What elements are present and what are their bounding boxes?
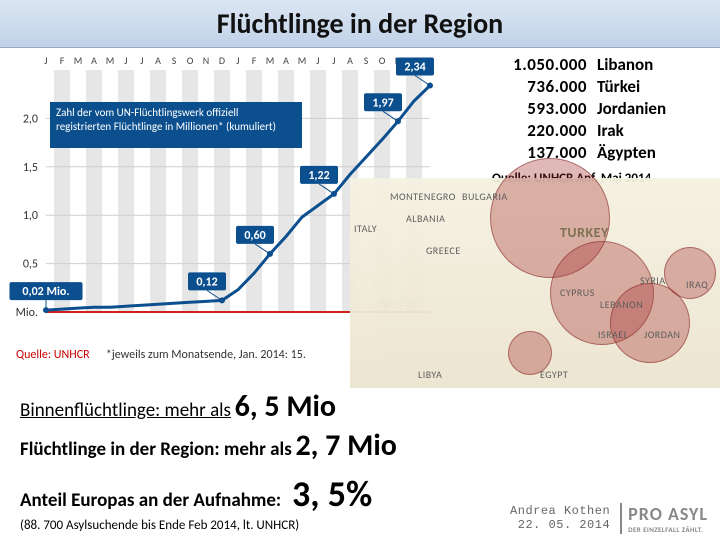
svg-text:M: M <box>298 54 307 67</box>
svg-text:J: J <box>332 54 335 67</box>
map-label: EGYPT <box>540 368 568 381</box>
svg-text:S: S <box>172 54 177 67</box>
svg-text:M: M <box>74 54 83 67</box>
svg-text:A: A <box>283 54 289 67</box>
map-label: MONTENEGRO <box>390 190 456 203</box>
country-label: Ägypten <box>597 142 656 163</box>
svg-text:M: M <box>266 54 275 67</box>
svg-text:0,5: 0,5 <box>23 258 38 272</box>
svg-text:N: N <box>203 54 209 67</box>
svg-text:A: A <box>155 54 161 67</box>
svg-text:Mio.: Mio. <box>16 306 38 320</box>
fact-idp: Binnenflüchtlinge: mehr als 6, 5 Mio <box>20 388 700 425</box>
svg-text:2,0: 2,0 <box>23 112 38 126</box>
country-number: 220.000 <box>492 120 587 141</box>
map-label: IRAQ <box>686 278 708 291</box>
map-label: CYPRUS <box>560 286 595 299</box>
svg-text:A: A <box>347 54 353 67</box>
chart-source-line: Quelle: UNHCR *jeweils zum Monatsende, J… <box>16 348 306 362</box>
country-label: Libanon <box>597 54 653 75</box>
author-block: Andrea Kothen 22. 05. 2014 <box>510 505 610 531</box>
country-number: 1.050.000 <box>492 54 587 75</box>
fact-region-label: Flüchtlinge in der Region: mehr als <box>20 438 292 461</box>
map-label: JORDAN <box>644 328 681 341</box>
presentation-date: 22. 05. 2014 <box>510 519 610 532</box>
country-label: Türkei <box>597 76 640 97</box>
fact-region-value: 2, 7 Mio <box>295 427 396 464</box>
country-row: 137.000Ägypten <box>492 142 712 163</box>
content-area: 0,51,01,52,0Mio.JFMAMJJASONDJFMAMJJASOND… <box>0 48 720 388</box>
svg-text:F: F <box>252 54 257 67</box>
svg-text:2,34: 2,34 <box>404 60 425 74</box>
svg-text:J: J <box>316 54 319 67</box>
map-bubble <box>664 247 716 299</box>
map-label: ISRAEL <box>598 328 628 341</box>
country-label: Irak <box>597 120 624 141</box>
svg-text:1,0: 1,0 <box>23 209 38 223</box>
logo-subtitle: DER EINZELFALL ZÄHLT. <box>628 525 708 534</box>
chart-source-label: Quelle: <box>16 348 51 362</box>
map-label: GREECE <box>426 244 461 257</box>
svg-text:0,60: 0,60 <box>244 229 265 243</box>
svg-text:D: D <box>219 54 225 67</box>
svg-text:M: M <box>106 54 115 67</box>
country-row: 593.000 Jordanien <box>492 98 712 119</box>
region-map: ITALY MONTENEGRO BULGARIA ALBANIA GREECE TURK… <box>350 178 720 388</box>
svg-text:0,12: 0,12 <box>196 275 217 289</box>
country-row: 220.000 Irak <box>492 120 712 141</box>
country-label: Jordanien <box>597 98 666 119</box>
fact-europe-label: Anteil Europas an der Aufnahme: <box>20 489 281 512</box>
map-label: LIBYA <box>418 368 442 381</box>
fact-region: Flüchtlinge in der Region: mehr als 2, 7… <box>20 427 700 464</box>
svg-text:1,5: 1,5 <box>23 161 38 175</box>
svg-text:F: F <box>60 54 65 67</box>
svg-text:1,97: 1,97 <box>372 96 393 110</box>
slide-title: Flüchtlinge in der Region <box>217 6 503 41</box>
svg-text:registrierten Flüchtlinge in M: registrierten Flüchtlinge in Millionen* … <box>56 120 276 133</box>
country-number: 736.000 <box>492 76 587 97</box>
country-row: 736.000 Türkei <box>492 76 712 97</box>
svg-text:J: J <box>140 54 143 67</box>
title-bar: Flüchtlinge in der Region <box>0 0 720 48</box>
svg-text:O: O <box>379 54 386 67</box>
author-name: Andrea Kothen <box>510 505 610 518</box>
pro-asyl-logo: PRO ASYL DER EINZELFALL ZÄHLT. <box>620 503 708 534</box>
chart-source-link: UNHCR <box>54 348 90 362</box>
fact-idp-value: 6, 5 Mio <box>235 388 336 425</box>
logo-text: PRO ASYL <box>628 503 708 525</box>
svg-text:Zahl der vom UN-Flüchtlingswer: Zahl der vom UN-Flüchtlingswerk offiziel… <box>56 106 238 119</box>
map-label: BULGARIA <box>462 190 508 203</box>
chart-footnote: *jeweils zum Monatsende, Jan. 2014: 15. <box>106 348 306 362</box>
svg-text:0,02 Mio.: 0,02 Mio. <box>22 285 69 299</box>
map-label: LEBANON <box>600 298 643 311</box>
map-label: ALBANIA <box>406 212 445 225</box>
svg-text:J: J <box>236 54 239 67</box>
fact-idp-label: Binnenflüchtlinge: mehr als <box>20 399 231 422</box>
svg-text:J: J <box>44 54 47 67</box>
country-number: 593.000 <box>492 98 587 119</box>
country-row: 1.050.000 Libanon <box>492 54 712 75</box>
map-label: SYRIA <box>640 274 666 287</box>
slide-footer: Andrea Kothen 22. 05. 2014 PRO ASYL DER … <box>510 503 708 534</box>
svg-text:J: J <box>124 54 127 67</box>
map-label: TURKEY <box>560 224 609 241</box>
svg-text:A: A <box>91 54 97 67</box>
svg-text:S: S <box>364 54 369 67</box>
svg-text:O: O <box>187 54 194 67</box>
fact-europe-value: 3, 5% <box>292 472 372 516</box>
svg-text:1,22: 1,22 <box>308 169 329 183</box>
map-label: ITALY <box>354 222 377 235</box>
